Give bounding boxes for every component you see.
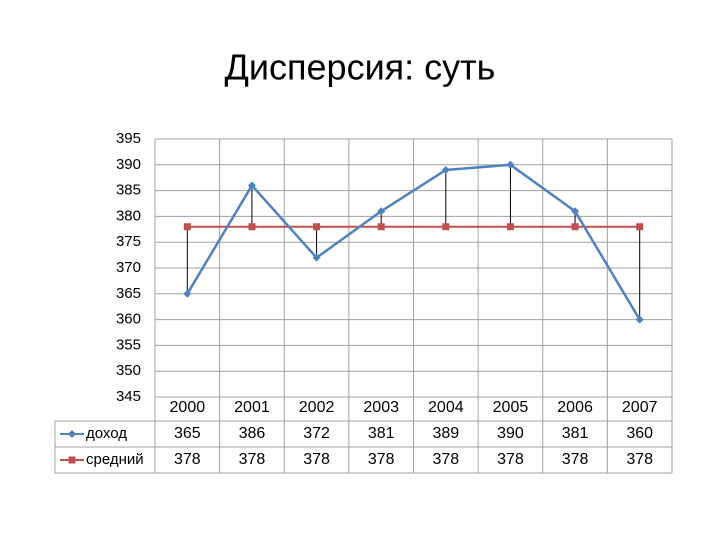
- x-tick-label: 2004: [428, 399, 464, 416]
- x-tick-label: 2006: [557, 399, 593, 416]
- table-value: 390: [497, 425, 524, 442]
- point: [571, 223, 579, 231]
- table-value: 378: [239, 451, 266, 468]
- table-value: 389: [432, 425, 459, 442]
- point: [442, 223, 450, 231]
- x-tick-label: 2000: [170, 399, 206, 416]
- table-value: 378: [626, 451, 653, 468]
- x-tick-label: 2005: [493, 399, 529, 416]
- table-value: 378: [497, 451, 524, 468]
- y-tick-label: 360: [116, 311, 141, 328]
- point: [441, 165, 450, 174]
- x-tick-label: 2002: [299, 399, 335, 416]
- point: [313, 223, 321, 231]
- point: [377, 207, 386, 216]
- table-value: 378: [368, 451, 395, 468]
- y-tick-label: 395: [116, 130, 141, 147]
- legend-marker: [68, 456, 76, 464]
- table-value: 378: [303, 451, 330, 468]
- point: [377, 223, 385, 231]
- y-tick-label: 385: [116, 182, 141, 199]
- y-tick-label: 345: [116, 388, 141, 405]
- y-tick-label: 370: [116, 259, 141, 276]
- table-value: 360: [626, 425, 653, 442]
- table-value: 378: [432, 451, 459, 468]
- point: [571, 207, 580, 216]
- table-value: 381: [368, 425, 395, 442]
- y-tick-label: 355: [116, 336, 141, 353]
- point: [183, 289, 192, 298]
- point: [506, 160, 515, 169]
- table-value: 365: [174, 425, 201, 442]
- legend-marker: [68, 430, 76, 438]
- point: [506, 223, 514, 231]
- x-tick-label: 2003: [363, 399, 399, 416]
- point: [635, 315, 644, 324]
- series-line: [186, 163, 641, 321]
- table-value: 386: [239, 425, 266, 442]
- point: [183, 223, 191, 231]
- y-tick-label: 375: [116, 233, 141, 250]
- y-tick-label: 365: [116, 285, 141, 302]
- point: [248, 223, 256, 231]
- y-tick-label: 380: [116, 207, 141, 224]
- x-tick-label: 2007: [622, 399, 658, 416]
- point: [636, 223, 644, 231]
- table-value: 372: [303, 425, 330, 442]
- x-tick-label: 2001: [234, 399, 270, 416]
- table-value: 378: [562, 451, 589, 468]
- chart-title: Дисперсия: суть: [225, 47, 496, 88]
- point: [247, 181, 256, 190]
- legend-label: средний: [86, 451, 144, 468]
- y-tick-label: 390: [116, 156, 141, 173]
- point: [312, 253, 321, 262]
- table-value: 381: [562, 425, 589, 442]
- table-value: 378: [174, 451, 201, 468]
- y-tick-label: 350: [116, 362, 141, 379]
- legend-label: доход: [86, 425, 127, 442]
